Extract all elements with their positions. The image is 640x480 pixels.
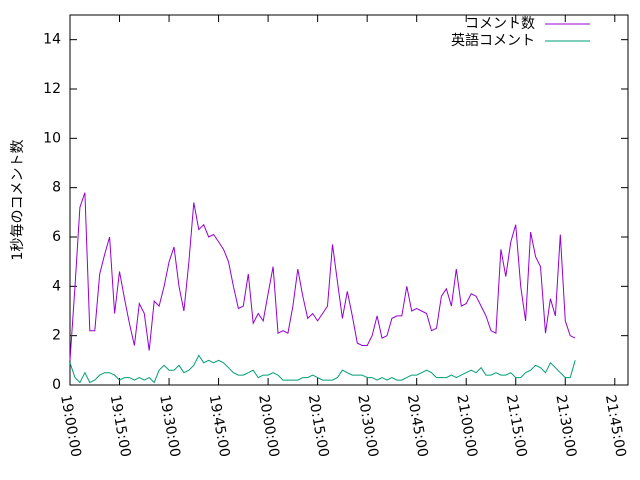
x-tick-label: 21:00:00 (453, 394, 480, 459)
y-tick-label: 2 (52, 328, 61, 344)
x-tick-label: 19:45:00 (206, 394, 233, 459)
y-axis-label: 1秒毎のコメント数 (10, 140, 26, 261)
x-tick-label: 21:45:00 (602, 394, 629, 459)
y-tick-label: 14 (43, 32, 61, 48)
x-tick-label: 19:15:00 (107, 394, 134, 459)
x-tick-label: 20:00:00 (255, 394, 282, 459)
y-tick-label: 0 (52, 377, 61, 393)
y-tick-label: 12 (43, 81, 61, 97)
y-tick-label: 8 (52, 180, 61, 196)
x-tick-label: 19:00:00 (57, 394, 84, 459)
x-tick-label: 19:30:00 (156, 394, 183, 459)
legend-label: コメント数 (465, 16, 535, 32)
y-tick-label: 4 (52, 278, 61, 294)
x-tick-label: 20:45:00 (404, 394, 431, 459)
data-line (69, 354, 576, 384)
x-tick-label: 21:30:00 (552, 394, 579, 459)
x-tick-label: 20:30:00 (354, 394, 381, 459)
y-tick-label: 10 (43, 130, 61, 146)
legend-label: 英語コメント (451, 32, 535, 49)
data-line (69, 192, 576, 361)
y-tick-label: 6 (52, 229, 61, 245)
x-tick-label: 21:15:00 (503, 394, 530, 459)
plot-border (69, 14, 629, 386)
x-tick-label: 20:15:00 (305, 394, 332, 459)
